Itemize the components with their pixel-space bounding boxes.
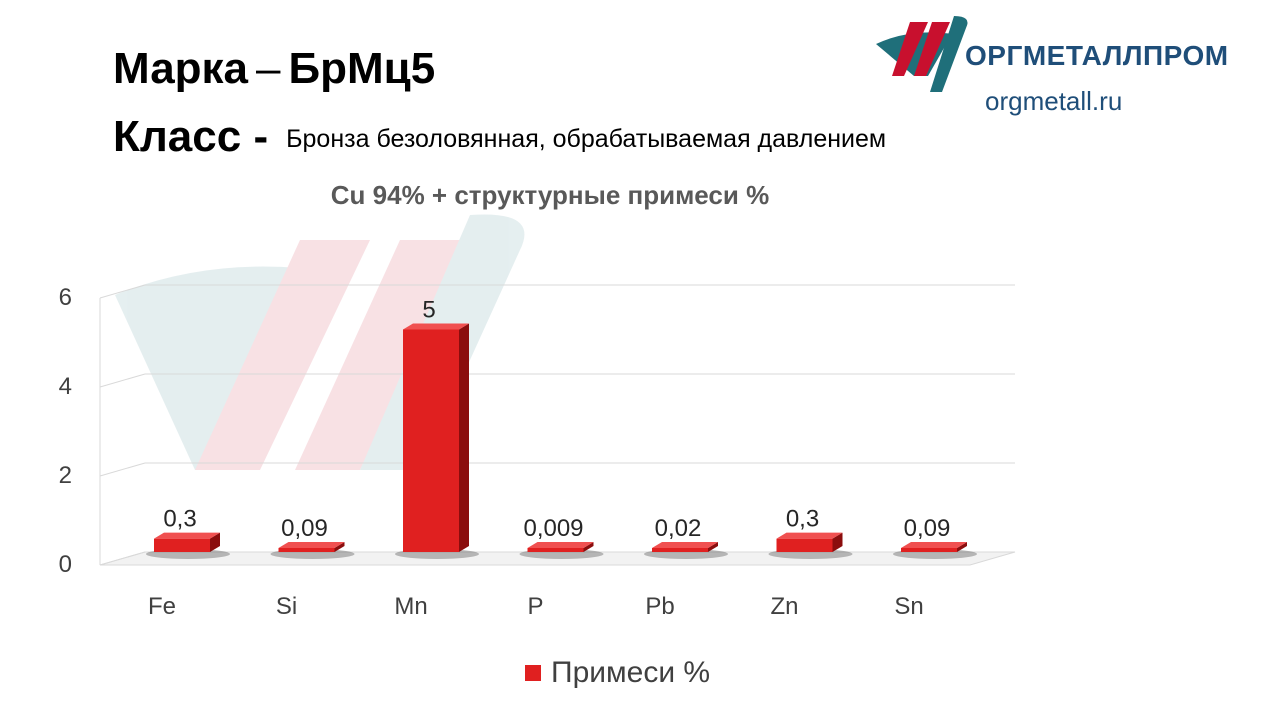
chart-legend: Примеси % (525, 656, 710, 690)
x-tick-label: Si (276, 593, 297, 620)
company-name: ОРГМЕТАЛЛПРОМ (965, 40, 1229, 71)
x-tick-label: Fe (148, 593, 176, 620)
legend-label: Примеси % (551, 656, 711, 689)
data-label: 0,09 (904, 515, 951, 542)
grade-label: Марка (113, 44, 249, 93)
data-label: 0,009 (523, 515, 583, 542)
data-label: 5 (422, 297, 435, 324)
bar-side (459, 323, 469, 552)
bar-fe (154, 538, 210, 552)
bar-side (708, 542, 718, 552)
class-title: Класс - Бронза безоловянная, обрабатываем… (113, 112, 886, 162)
data-label: 0,3 (786, 506, 819, 533)
y-tick-label: 0 (59, 551, 72, 578)
bar-side (832, 532, 843, 552)
bar-top (154, 532, 220, 539)
bar-zn (776, 538, 833, 552)
bar-si (278, 547, 335, 552)
class-label: Класс - (113, 112, 269, 161)
x-tick-label: Mn (394, 593, 427, 620)
bar-top (652, 542, 718, 548)
bar-mn (403, 329, 459, 552)
grade-title: Марка – БрМц5 (113, 44, 435, 94)
bar-p (527, 548, 584, 552)
bar-top (278, 541, 345, 548)
gridline-side (99, 462, 146, 477)
bar-side (334, 541, 345, 552)
gridline-side (99, 284, 146, 299)
gridline-side (99, 373, 146, 388)
data-label: 0,09 (281, 515, 328, 542)
bar-pb (652, 548, 708, 552)
bar-top (403, 323, 469, 330)
bar-side (210, 532, 220, 552)
bar-sn (901, 547, 957, 552)
x-tick-label: P (527, 593, 543, 620)
bar-side (583, 542, 594, 552)
bar-top (901, 541, 967, 548)
x-tick-label: Pb (645, 593, 674, 620)
company-url[interactable]: orgmetall.ru (985, 86, 1123, 116)
legend-swatch (525, 665, 541, 681)
bar-top (776, 532, 843, 539)
bar-side (957, 541, 967, 552)
y-tick-label: 2 (59, 462, 72, 489)
y-tick-label: 6 (59, 284, 72, 311)
x-tick-label: Sn (894, 593, 923, 620)
grade-dash: – (256, 44, 281, 93)
grade-value: БрМц5 (288, 44, 436, 93)
bar-top (527, 542, 594, 548)
data-label: 0,3 (163, 506, 196, 533)
chart-title: Cu 94% + структурные примеси % (330, 180, 770, 210)
y-tick-label: 4 (59, 373, 72, 400)
data-label: 0,02 (655, 515, 702, 542)
gridline-side (99, 551, 146, 566)
class-value: Бронза безоловянная, обрабатываемая давл… (286, 125, 887, 153)
company-logo-icon (876, 16, 968, 92)
x-tick-label: Zn (770, 593, 798, 620)
